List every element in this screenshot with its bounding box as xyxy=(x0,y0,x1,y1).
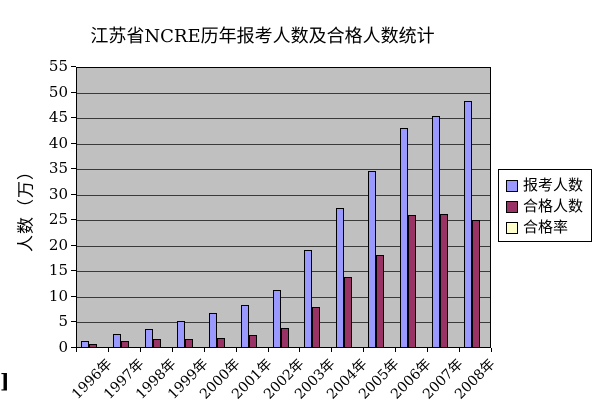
bar-registered xyxy=(144,329,153,347)
y-tick-mark xyxy=(71,347,76,348)
bar-passed xyxy=(152,339,161,347)
y-tick-mark xyxy=(71,219,76,221)
gridline xyxy=(77,143,490,145)
legend-swatch-registered xyxy=(506,179,518,192)
legend-swatch-pass-rate xyxy=(506,221,518,234)
bar-passed xyxy=(440,214,449,347)
legend-item-passed: 合格人数 xyxy=(506,196,591,217)
x-tick-mark xyxy=(395,348,397,352)
legend-label-passed: 合格人数 xyxy=(523,197,584,215)
gridline xyxy=(77,245,490,247)
bar-registered xyxy=(336,208,345,347)
legend: 报考人数 合格人数 合格率 xyxy=(498,169,592,242)
bar-passed xyxy=(344,277,353,347)
bar-registered xyxy=(112,334,121,347)
legend-item-pass-rate: 合格率 xyxy=(506,217,591,238)
y-tick-label: 0 xyxy=(58,338,68,356)
gridline xyxy=(77,169,490,171)
bar-passed xyxy=(88,344,97,347)
legend-swatch-passed xyxy=(506,200,518,213)
x-tick-mark xyxy=(235,348,237,352)
y-tick-label: 20 xyxy=(48,235,68,254)
bar-passed xyxy=(184,339,193,347)
x-tick-mark xyxy=(76,348,77,352)
y-tick-label: 30 xyxy=(48,184,68,203)
page-title: 江苏省NCRE历年报考人数及合格人数统计 xyxy=(90,26,435,47)
y-tick-mark xyxy=(71,66,76,67)
y-tick-label: 45 xyxy=(48,108,68,127)
y-tick-mark xyxy=(71,91,76,93)
plot-area xyxy=(76,67,491,348)
x-tick-mark xyxy=(267,348,269,352)
bar-passed xyxy=(376,255,385,347)
gridline xyxy=(77,220,490,222)
gridline xyxy=(77,92,490,94)
legend-label-registered: 报考人数 xyxy=(523,176,584,194)
bar-registered xyxy=(432,116,441,347)
x-tick-mark xyxy=(203,348,205,352)
gridline xyxy=(77,118,490,120)
y-tick-mark xyxy=(71,295,76,297)
x-tick-mark xyxy=(427,348,429,352)
stray-mark: ] xyxy=(0,369,10,393)
bar-passed xyxy=(120,341,129,347)
y-tick-mark xyxy=(71,321,76,323)
y-tick-label: 55 xyxy=(48,57,68,75)
bar-registered xyxy=(272,290,281,347)
gridline xyxy=(77,271,490,273)
gridline xyxy=(77,322,490,324)
y-tick-label: 40 xyxy=(48,133,68,152)
legend-label-pass-rate: 合格率 xyxy=(523,218,569,236)
bar-registered xyxy=(464,101,473,347)
x-tick-mark xyxy=(459,348,461,352)
bar-passed xyxy=(248,335,257,347)
x-tick-mark xyxy=(171,348,173,352)
gridline xyxy=(77,296,490,298)
bar-registered xyxy=(208,313,217,347)
y-tick-mark xyxy=(71,117,76,119)
y-tick-mark xyxy=(71,168,76,170)
y-tick-mark xyxy=(71,193,76,195)
bar-registered xyxy=(240,305,249,347)
y-tick-label: 50 xyxy=(48,82,68,101)
x-tick-mark xyxy=(331,348,333,352)
bar-registered xyxy=(368,171,377,347)
bar-passed xyxy=(408,215,417,347)
bar-registered xyxy=(304,250,313,347)
gridline xyxy=(77,194,490,196)
y-tick-mark xyxy=(71,270,76,272)
bar-passed xyxy=(280,328,289,347)
y-tick-label: 5 xyxy=(58,312,68,331)
y-tick-label: 10 xyxy=(48,286,68,305)
bar-passed xyxy=(312,307,321,347)
legend-item-registered: 报考人数 xyxy=(506,175,591,196)
y-tick-label: 25 xyxy=(48,210,68,229)
y-tick-label: 35 xyxy=(48,159,68,178)
x-tick-mark xyxy=(363,348,365,352)
bar-registered xyxy=(400,128,409,347)
x-tick-mark xyxy=(299,348,301,352)
bar-passed xyxy=(472,220,481,347)
y-tick-mark xyxy=(71,244,76,246)
bar-registered xyxy=(80,341,89,347)
bar-registered xyxy=(176,321,185,347)
x-tick-mark xyxy=(107,348,109,352)
y-tick-label: 15 xyxy=(48,261,68,280)
x-tick-mark xyxy=(139,348,141,352)
bar-passed xyxy=(216,338,225,347)
x-tick-mark xyxy=(491,348,492,352)
y-axis-title: 人数（万） xyxy=(16,162,37,252)
y-tick-mark xyxy=(71,142,76,144)
